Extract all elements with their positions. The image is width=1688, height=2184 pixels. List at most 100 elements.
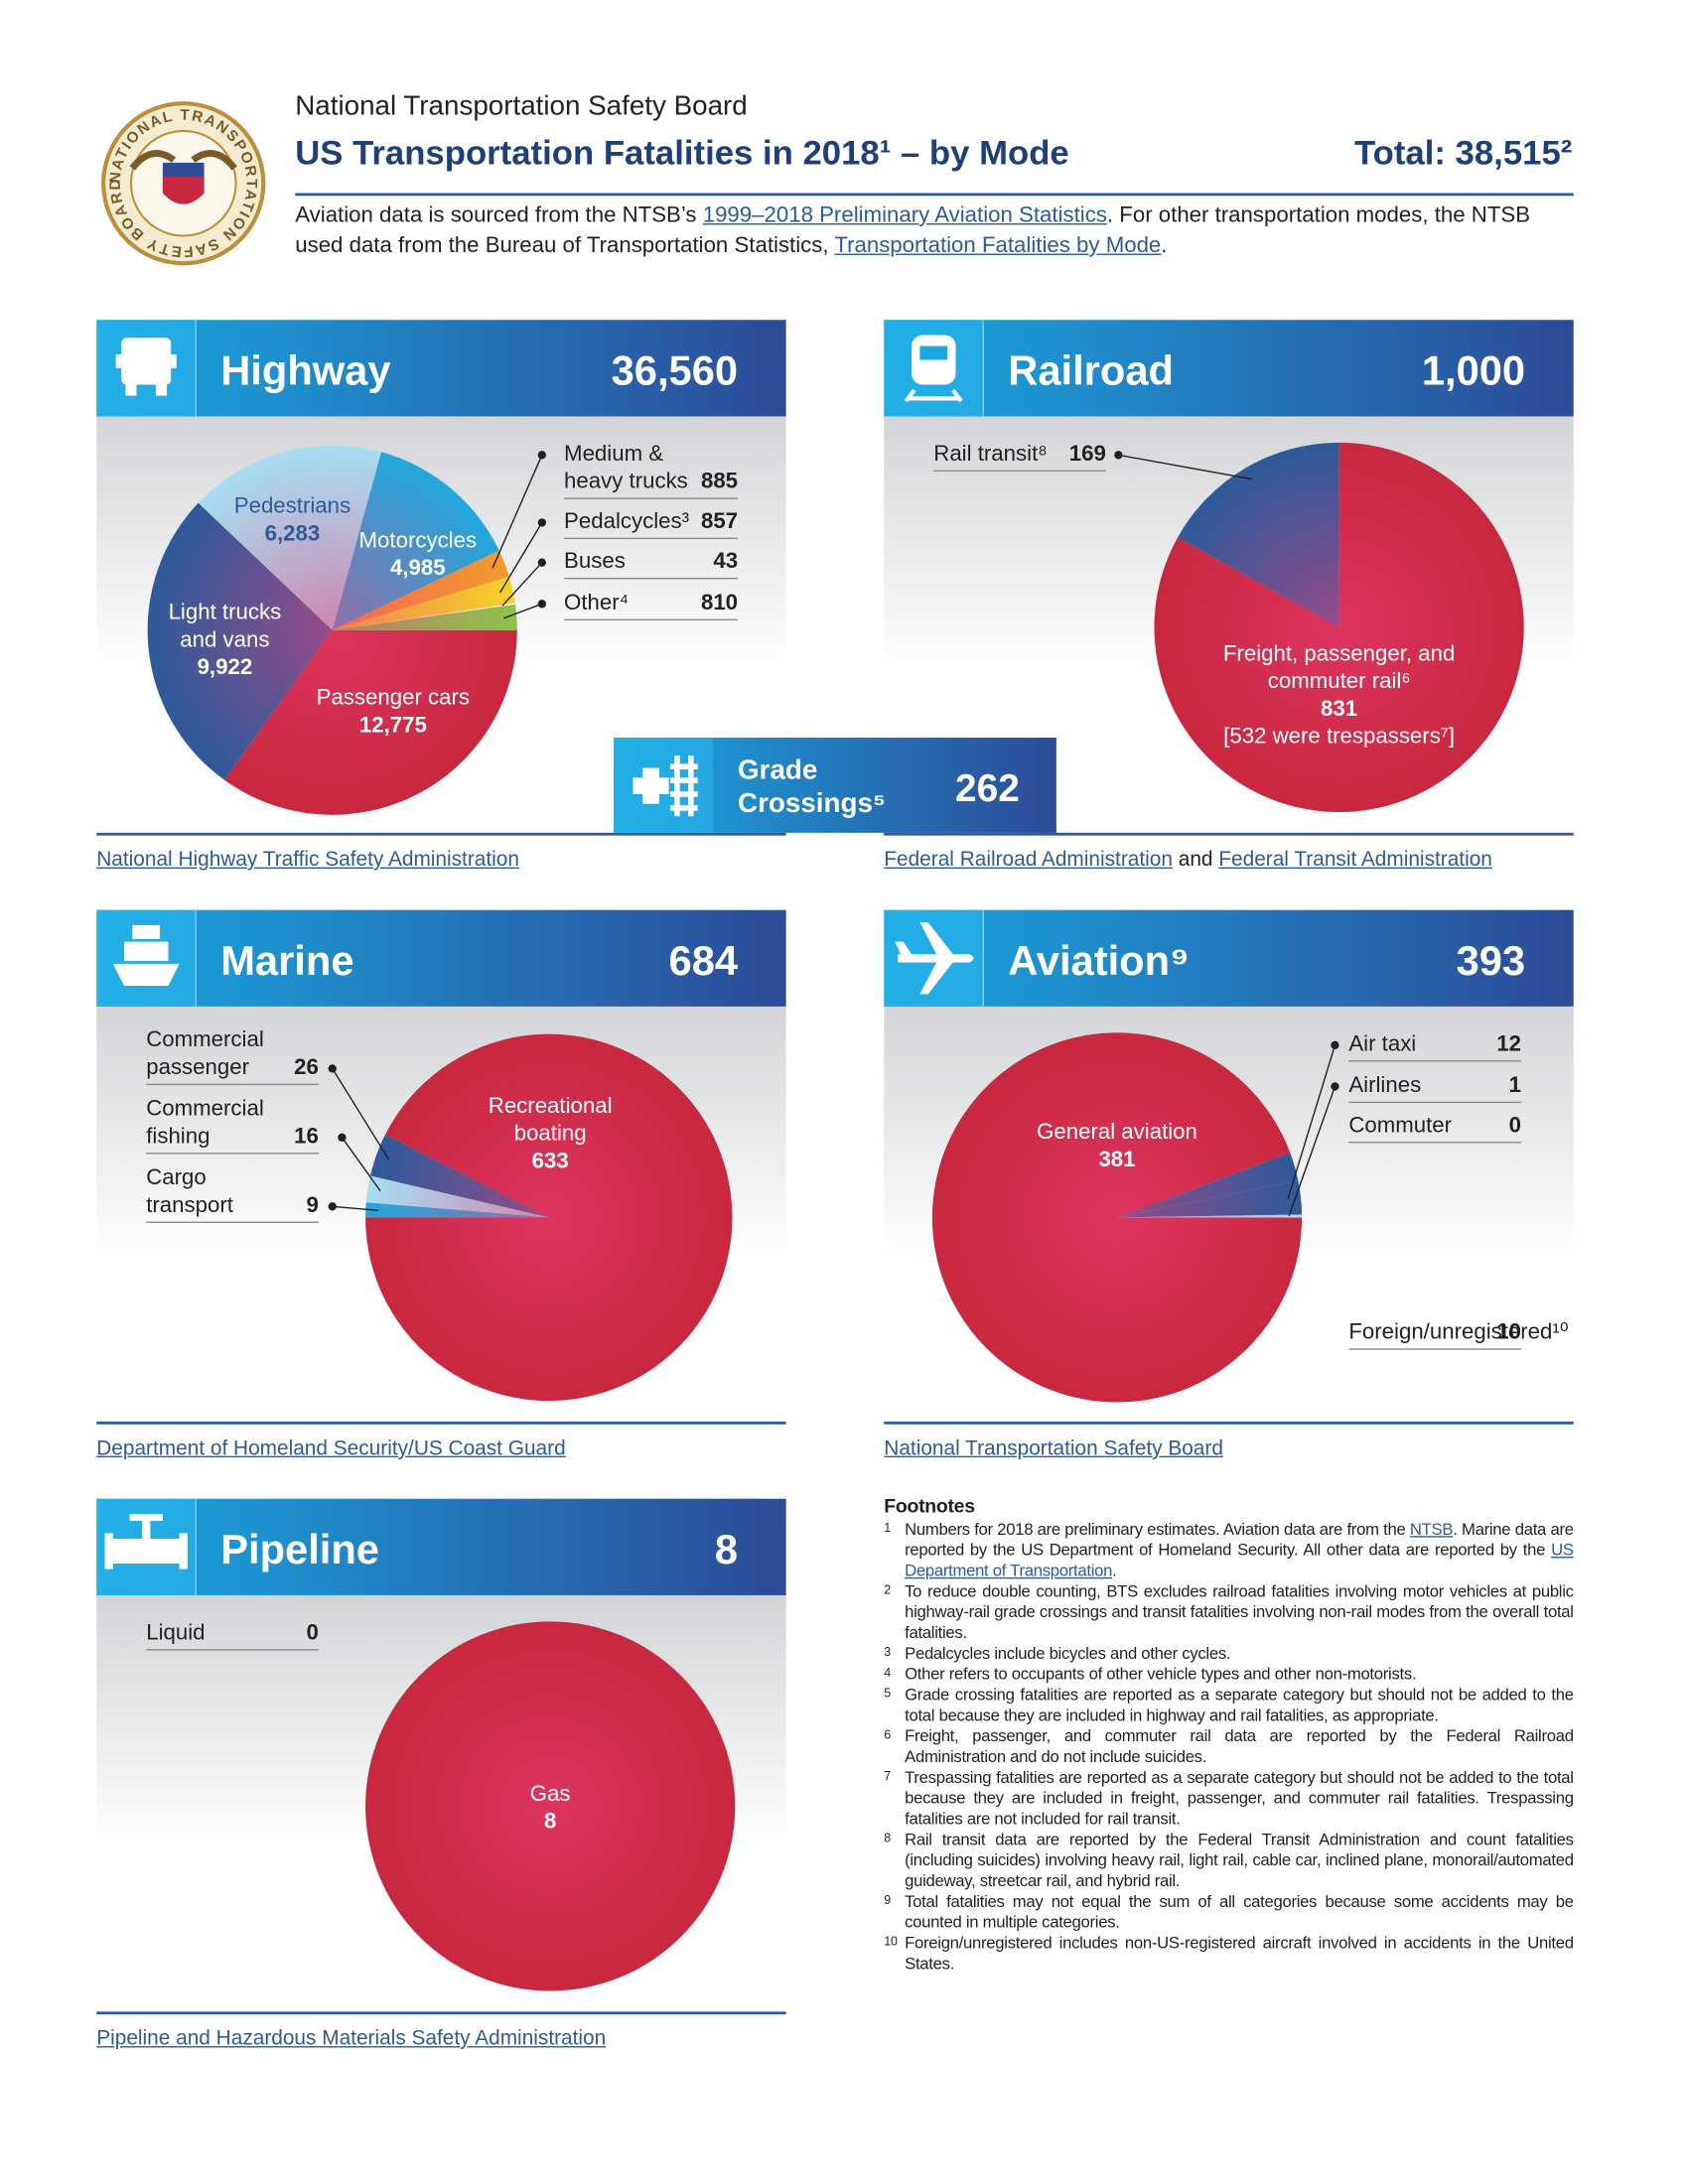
slice-label: Recreational boating 633 [475,1093,627,1175]
footnote-mark: 2 [884,1582,891,1597]
callout-category: Pedalcycles³ [564,509,690,534]
callout-category: Airlines [1348,1073,1422,1098]
footnote: 1 Numbers for 2018 are preliminary estima… [884,1519,1574,1582]
org-name: National Transportation Safety Board [295,90,748,122]
pie-slice [931,1032,1303,1403]
leader-dot [537,451,546,460]
leader-line [1118,454,1253,480]
icon-part [155,384,168,396]
leader-line [503,603,543,619]
callout-category: Medium & heavy trucks [564,442,688,494]
slice-annotation: [532 were trespassers⁷] [1223,725,1456,750]
panel-header [884,320,1574,417]
slice-value: 8 [543,1810,557,1835]
panel-header [884,909,1574,1007]
text-run: Numbers for 2018 are preliminary estimat… [905,1519,1410,1540]
callout-value: 12 [1496,1032,1521,1056]
callout-category: Other⁴ [564,591,630,615]
slice-category: Light trucks and vans [168,601,282,652]
leader-dot [328,1064,337,1073]
panel-total: 393 [1457,937,1526,984]
footnote-text: Rail transit data are reported by the Fe… [905,1830,1574,1892]
callout-value: 857 [700,509,739,534]
slice-label: Light trucks and vans 9,922 [156,600,294,682]
callout-category: Air taxi [1348,1032,1417,1056]
callout-value: 10 [1496,1320,1521,1345]
slice-value: 12,775 [358,714,427,739]
source: National Transportation Safety Board [884,1436,1223,1460]
source: Federal Railroad Administration and Fede… [884,848,1492,872]
page-title: US Transportation Fatalities in 2018¹ – … [295,133,1069,173]
text-run: Aviation data is sourced from the NTSB’s [295,204,703,228]
callout-row: Commuter 0 [1348,1113,1521,1144]
callout-row: Buses 43 [564,549,739,580]
callout-category: Cargo transport [146,1166,233,1218]
callout-row: Pedalcycles³ 857 [564,509,739,540]
slice-value: 4,985 [390,557,446,581]
callout-value: 885 [700,470,739,494]
icon [895,922,974,995]
link: National Transportation Safety Board [884,1436,1223,1460]
footnote-mark: 9 [884,1892,891,1907]
panel-total: 8 [715,1526,738,1572]
callout-value: 16 [294,1125,319,1149]
icon-part [904,388,963,403]
callout-value: 1 [1508,1073,1521,1098]
callout-row: Rail transit⁸ 169 [933,441,1106,473]
icon-part [115,353,122,368]
leader-dot [1331,1040,1339,1049]
footnote-mark: 1 [884,1520,891,1535]
panel-title: Railroad [1008,347,1174,394]
callout-row: Foreign/unregistered¹⁰ 10 [1348,1319,1569,1350]
icon-part [110,1539,183,1565]
text-run: . For other transportation modes, the NT… [295,204,1531,258]
leader-dot [537,558,546,567]
footnotes: Footnotes 1 Numbers for 2018 are prelimin… [884,1495,1574,1975]
footnote-text: To reduce double counting, BTS excludes … [905,1581,1574,1644]
callout-row: Other⁴ 810 [564,590,739,620]
slice-category: Passenger cars [316,686,471,711]
icon-part [670,805,698,811]
leader-dot [1331,1082,1339,1091]
leader-dot [1114,451,1123,460]
callout-row: Air taxi 12 [1348,1031,1521,1062]
icon-part [121,338,172,385]
leader-dot [328,1202,337,1211]
panel-title: Marine [220,937,353,984]
intro: Aviation data is sourced from the NTSB’s… [295,202,1578,262]
icon-part [670,791,698,797]
icon [633,755,698,817]
text-run: Foreign/unregistered includes non-US-reg… [905,1933,1574,1974]
link: NTSB [1409,1519,1454,1540]
slice-value: 831 [1321,697,1358,722]
icon-part [670,777,698,783]
seal: NATIONAL TRANSPORTATION SAFETY BOARD [101,101,266,266]
footnote: 9 Total fatalities may not equal the sum … [884,1892,1574,1934]
callout-category: Liquid [146,1621,206,1645]
pie-slice [365,1033,733,1402]
text-run: and [1172,848,1219,872]
footnote-mark: 4 [884,1665,891,1680]
icon-part [129,1514,163,1521]
leader-line [499,522,543,594]
link: National Highway Traffic Safety Administ… [96,848,519,872]
icon-part [112,963,180,987]
callout-category: Commercial passenger [146,1028,264,1080]
grand-total: Total: 38,515² [1353,133,1573,173]
slice-label: Passenger cars 12,775 [276,685,510,741]
icon-part [132,924,161,939]
link: 1999–2018 Preliminary Aviation Statistic… [702,204,1107,228]
slice-label: Gas 8 [468,1781,633,1837]
slice-category: Recreational boating [488,1094,613,1147]
slice-label: Freight, passenger, and commuter rail⁶ 83… [1208,641,1471,751]
footnote: 6 Freight, passenger, and commuter rail d… [884,1726,1574,1768]
leader-line [332,1205,379,1211]
text-run: . Marine data are reported by the US Dep… [905,1519,1574,1560]
footnote: 7 Trespassing fatalities are reported as … [884,1768,1574,1831]
slice-value: 6,283 [264,522,321,546]
icon-part [919,345,948,360]
icon-part [688,755,694,817]
leader-line [492,455,543,569]
icon-part [104,1533,113,1570]
callout-row: Commercial passenger 26 [146,1027,319,1086]
